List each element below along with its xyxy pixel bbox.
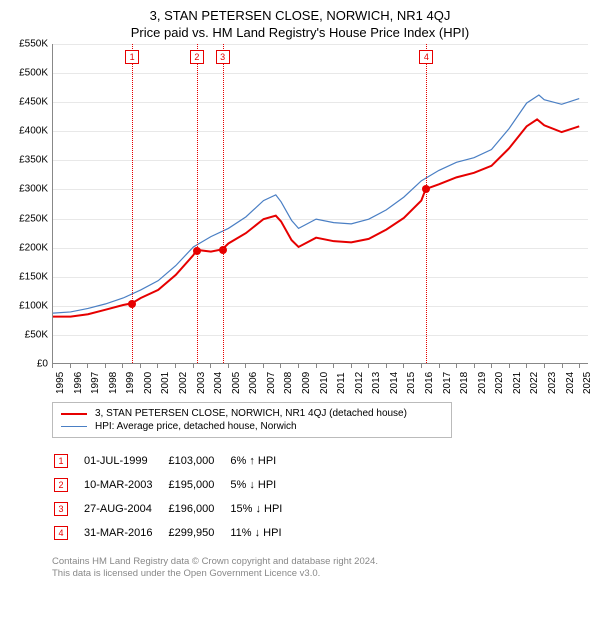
footer-line-1: Contains HM Land Registry data © Crown c… [52, 556, 592, 568]
x-tick-mark [280, 364, 281, 368]
x-tick-mark [491, 364, 492, 368]
x-tick-mark [263, 364, 264, 368]
sales-table-row: 2 10-MAR-2003£195,0005% ↓ HPI [54, 474, 296, 496]
y-tick-label: £350K [19, 155, 48, 166]
sale-vline [426, 44, 427, 363]
sale-price: £195,000 [168, 474, 228, 496]
x-tick-mark [157, 364, 158, 368]
x-tick-mark [544, 364, 545, 368]
y-tick-label: £0 [37, 359, 48, 370]
sale-date: 10-MAR-2003 [84, 474, 166, 496]
legend-swatch [61, 426, 87, 427]
plot-inner: 1 23 4 [52, 44, 588, 364]
x-tick-mark [562, 364, 563, 368]
chart-subtitle: Price paid vs. HM Land Registry's House … [8, 25, 592, 40]
x-tick-mark [368, 364, 369, 368]
x-tick-mark [193, 364, 194, 368]
sale-marker-label: 4 [419, 50, 433, 64]
y-tick-label: £150K [19, 271, 48, 282]
x-tick-mark [210, 364, 211, 368]
y-tick-label: £200K [19, 242, 48, 253]
y-tick-label: £500K [19, 68, 48, 79]
sale-date: 27-AUG-2004 [84, 498, 166, 520]
sale-marker-label: 2 [190, 50, 204, 64]
sale-price: £196,000 [168, 498, 228, 520]
sale-marker-label: 1 [125, 50, 139, 64]
x-tick-mark [386, 364, 387, 368]
sale-number: 3 [54, 502, 68, 516]
x-tick-mark [526, 364, 527, 368]
sales-table: 1 01-JUL-1999£103,0006% ↑ HPI 2 10-MAR-2003… [52, 448, 298, 546]
legend-label: 3, STAN PETERSEN CLOSE, NORWICH, NR1 4QJ… [95, 408, 407, 419]
sale-pct: 11% ↓ HPI [230, 522, 296, 544]
sale-pct: 5% ↓ HPI [230, 474, 296, 496]
sale-number: 4 [54, 526, 68, 540]
legend-item: HPI: Average price, detached house, Norw… [61, 420, 443, 433]
chart-title: 3, STAN PETERSEN CLOSE, NORWICH, NR1 4QJ [8, 8, 592, 23]
x-tick-mark [333, 364, 334, 368]
y-tick-label: £50K [25, 329, 48, 340]
x-tick-mark [316, 364, 317, 368]
x-tick-mark [474, 364, 475, 368]
sale-dot [219, 246, 227, 254]
y-tick-label: £250K [19, 213, 48, 224]
legend: 3, STAN PETERSEN CLOSE, NORWICH, NR1 4QJ… [52, 402, 452, 438]
sale-vline [223, 44, 224, 363]
legend-item: 3, STAN PETERSEN CLOSE, NORWICH, NR1 4QJ… [61, 407, 443, 420]
x-tick-mark [509, 364, 510, 368]
chart-lines [53, 44, 588, 363]
sales-table-row: 1 01-JUL-1999£103,0006% ↑ HPI [54, 450, 296, 472]
sale-dot [128, 300, 136, 308]
footer: Contains HM Land Registry data © Crown c… [52, 556, 592, 581]
sale-pct: 6% ↑ HPI [230, 450, 296, 472]
x-tick-mark [439, 364, 440, 368]
legend-swatch [61, 413, 87, 415]
footer-line-2: This data is licensed under the Open Gov… [52, 568, 592, 580]
x-tick-mark [421, 364, 422, 368]
sale-date: 01-JUL-1999 [84, 450, 166, 472]
y-tick-label: £300K [19, 184, 48, 195]
sale-marker-label: 3 [216, 50, 230, 64]
y-tick-label: £550K [19, 39, 48, 50]
sale-dot [193, 247, 201, 255]
x-tick-mark [140, 364, 141, 368]
sale-number: 2 [54, 478, 68, 492]
x-tick-mark [245, 364, 246, 368]
sale-date: 31-MAR-2016 [84, 522, 166, 544]
plot-area: £0 £50K £100K £150K £200K £250K £300K £350K £400… [8, 44, 592, 394]
x-tick-mark [122, 364, 123, 368]
y-axis: £0£50K£100K£150K£200K£250K£300K£350K£400… [8, 44, 52, 364]
y-tick-label: £400K [19, 126, 48, 137]
sales-table-row: 3 27-AUG-2004£196,00015% ↓ HPI [54, 498, 296, 520]
sale-vline [197, 44, 198, 363]
sale-price: £103,000 [168, 450, 228, 472]
y-tick-label: £100K [19, 300, 48, 311]
x-axis: 1995199619971998199920002001200220032004… [52, 364, 588, 394]
x-tick-mark [228, 364, 229, 368]
x-tick-mark [456, 364, 457, 368]
x-tick-mark [175, 364, 176, 368]
x-tick-mark [298, 364, 299, 368]
sale-dot [422, 185, 430, 193]
y-tick-label: £450K [19, 97, 48, 108]
sale-vline [132, 44, 133, 363]
x-tick-mark [87, 364, 88, 368]
x-tick-mark [579, 364, 580, 368]
title-block: 3, STAN PETERSEN CLOSE, NORWICH, NR1 4QJ… [8, 8, 592, 40]
sales-table-row: 4 31-MAR-2016£299,95011% ↓ HPI [54, 522, 296, 544]
sale-pct: 15% ↓ HPI [230, 498, 296, 520]
sale-price: £299,950 [168, 522, 228, 544]
x-tick-mark [403, 364, 404, 368]
legend-label: HPI: Average price, detached house, Norw… [95, 421, 297, 432]
x-tick-mark [351, 364, 352, 368]
x-tick-mark [105, 364, 106, 368]
x-tick-mark [70, 364, 71, 368]
x-tick-mark [52, 364, 53, 368]
chart-container: 3, STAN PETERSEN CLOSE, NORWICH, NR1 4QJ… [8, 8, 592, 581]
sale-number: 1 [54, 454, 68, 468]
